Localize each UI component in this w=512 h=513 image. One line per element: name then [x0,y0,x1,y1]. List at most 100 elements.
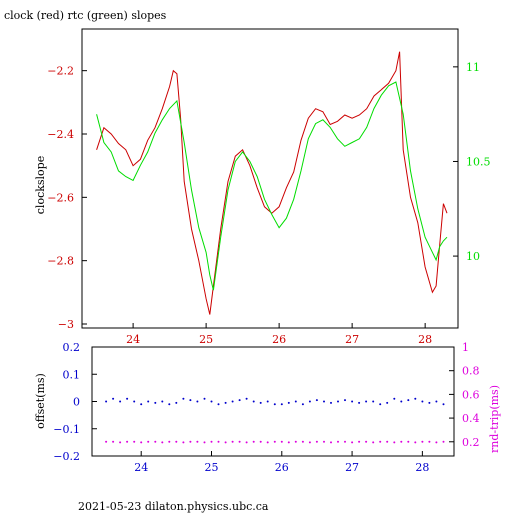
series-point-offset [112,397,115,400]
series-point-rnd-trip [182,441,185,444]
series-point-offset [245,397,248,400]
series-point-offset [308,400,311,403]
series-point-rnd-trip [365,440,368,443]
series-point-rnd-trip [414,441,417,444]
upper-xtick-label: 25 [199,333,213,346]
upper-plot-frame [81,28,459,329]
upper-ytick-left-label: −2.6 [47,191,74,204]
footer-caption: 2021-05-23 dilaton.physics.ubc.ca [78,500,269,513]
series-point-rnd-trip [238,440,241,443]
lower-ytick-left-label: −0.2 [53,450,80,463]
upper-xtick-label: 28 [418,333,432,346]
series-point-offset [393,397,396,400]
series-point-offset [210,400,213,403]
series-point-offset [252,400,255,403]
series-point-offset [330,401,332,404]
lower-xtick-label: 27 [345,461,359,474]
upper-xtick-label: 27 [345,333,359,346]
series-point-offset [196,400,199,403]
series-point-offset [351,400,354,403]
series-point-offset [365,400,368,403]
series-point-rnd-trip [133,440,136,443]
series-point-rnd-trip [126,440,129,443]
series-point-offset [126,397,129,400]
series-point-rnd-trip [372,441,375,444]
lower-ytick-right-label: 0.6 [462,388,480,401]
series-point-offset [140,403,143,406]
series-point-offset [428,401,431,404]
series-point-offset [386,401,389,404]
series-point-offset [224,401,227,404]
series-point-rnd-trip [210,440,213,443]
series-point-rnd-trip [273,440,276,443]
lower-ytick-left-label: 0.1 [63,368,81,381]
series-point-offset [379,403,382,406]
series-point-rnd-trip [252,440,255,443]
upper-ytick-left-label: −2.2 [47,65,74,78]
series-point-rnd-trip [203,441,206,444]
series-point-offset [119,400,122,403]
series-point-offset [287,401,290,404]
upper-ytick-right-label: 10.5 [466,155,491,168]
upper-ytick-left-label: −2.4 [47,128,74,141]
series-point-rnd-trip [435,441,438,444]
series-line-clock [96,51,448,315]
series-point-rnd-trip [217,440,220,443]
upper-ytick-right-label: 10 [466,250,480,263]
lower-xtick-label: 24 [134,461,148,474]
series-point-offset [266,400,269,403]
series-point-rnd-trip [400,440,403,443]
series-point-offset [238,399,241,402]
series-point-rnd-trip [224,441,227,444]
series-point-rnd-trip [231,440,234,443]
series-point-rnd-trip [112,440,115,443]
series-line-rtc [96,81,448,291]
upper-ytick-left-label: −3 [58,318,74,331]
series-point-rnd-trip [330,441,332,444]
series-point-offset [315,399,318,402]
series-point-offset [147,400,150,403]
series-point-rnd-trip [294,440,297,443]
series-point-rnd-trip [266,441,269,444]
series-point-rnd-trip [407,440,410,443]
series-point-rnd-trip [337,440,339,443]
chart-title: clock (red) rtc (green) slopes [4,9,167,22]
series-point-offset [442,403,445,406]
series-point-offset [273,403,276,406]
series-point-rnd-trip [147,440,150,443]
series-point-rnd-trip [315,440,318,443]
series-point-rnd-trip [358,440,361,443]
series-point-rnd-trip [259,440,262,443]
series-point-offset [280,403,283,406]
series-point-rnd-trip [196,440,199,443]
series-point-rnd-trip [344,440,346,443]
series-point-offset [344,399,346,402]
lower-ytick-left-label: −0.1 [53,423,80,436]
series-point-rnd-trip [140,441,143,444]
upper-xtick-label: 26 [272,333,286,346]
series-point-offset [189,399,192,402]
series-point-offset [259,401,262,404]
series-point-rnd-trip [245,441,248,444]
series-point-offset [168,403,171,406]
lower-ytick-right-label: 0.8 [462,365,480,378]
series-point-rnd-trip [421,440,424,443]
lower-series [105,397,445,444]
lower-ylabel-left: offset(ms) [34,373,47,429]
series-point-rnd-trip [428,440,431,443]
series-point-rnd-trip [161,441,164,444]
lower-axes: 24 25 26 27 28 0.2 0.1 0 −0.1 −0.2 1 0.8 0.6 0.4 0.2 [53,341,479,474]
series-point-rnd-trip [154,440,157,443]
series-point-rnd-trip [189,440,192,443]
upper-ytick-left-label: −2.8 [47,255,74,268]
series-point-rnd-trip [105,440,108,443]
series-point-rnd-trip [351,441,354,444]
series-point-offset [435,400,438,403]
series-point-offset [414,397,417,400]
lower-ylabel-right: rnd-trip(ms) [488,385,501,453]
series-point-rnd-trip [393,441,396,444]
series-point-offset [203,397,206,400]
lower-ytick-right-label: 0.2 [462,436,480,449]
upper-ylabel: clockslope [34,156,47,214]
